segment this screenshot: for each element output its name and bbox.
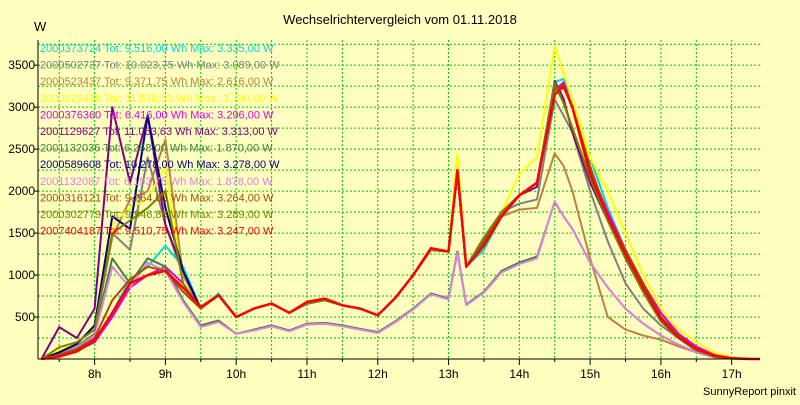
x-tick-label: 14h bbox=[509, 367, 529, 381]
series-line-2001132087 bbox=[41, 200, 760, 360]
series-line-2007404187 bbox=[41, 85, 760, 361]
y-tick-label: 3000 bbox=[8, 100, 35, 114]
legend-entry-2000302779: 2000302779 Tot: 9.946,88 Wh Max: 3.289,0… bbox=[40, 209, 274, 221]
y-tick-label: 2500 bbox=[8, 142, 35, 156]
y-tick-label: 1000 bbox=[8, 268, 35, 282]
legend-entry-2001132036: 2001132036 Tot: 6.258,00 Wh Max: 1.870,0… bbox=[40, 143, 273, 155]
legend-entry-2000373724: 2000373724 Tot: 9.516,00 Wh Max: 3.335,0… bbox=[40, 43, 274, 55]
legend-entry-2000523437: 2000523437 Tot: 9.371,75 Wh Max: 2.616,0… bbox=[40, 76, 274, 88]
y-tick-label: 3500 bbox=[8, 58, 35, 72]
series-lines bbox=[40, 44, 760, 361]
x-tick-label: 13h bbox=[439, 367, 459, 381]
y-tick-label: 500 bbox=[15, 310, 35, 324]
legend-entry-2001132087: 2001132087 Tot: 6.193,75 Wh Max: 1.878,0… bbox=[40, 176, 273, 188]
x-tick-label: 16h bbox=[651, 367, 671, 381]
y-tick-label: 2000 bbox=[8, 184, 35, 198]
legend-entry-2000589608: 2000589608 Tot: 10.278,00 Wh Max: 3.278,… bbox=[40, 159, 280, 171]
legend-entry-2007404187: 2007404187 Tot: 9.510,75 Wh Max: 3.247,0… bbox=[40, 226, 274, 238]
y-axis-label: W bbox=[34, 19, 47, 34]
x-tick-label: 15h bbox=[580, 367, 600, 381]
x-tick-label: 8h bbox=[88, 367, 101, 381]
axes: 500 1000 1500 2000 2500 3000 3500 8h 9h 10h 11h 12h… bbox=[8, 40, 760, 381]
legend-entry-2000629438: 2000629438 Tot: 11.578,50 Wh Max: 3.730,… bbox=[40, 93, 279, 105]
legend-entry-2001129627: 2001129627 Tot: 11.063,63 Wh Max: 3.313,… bbox=[40, 126, 279, 138]
x-tick-label: 10h bbox=[226, 367, 246, 381]
y-tick-label: 1500 bbox=[8, 226, 35, 240]
legend-entry-2000502737: 2000502737 Tot: 10.023,75 Wh Max: 3.089,… bbox=[40, 60, 280, 72]
x-tick-label: 17h bbox=[722, 367, 742, 381]
footer-text: SunnyReport pinxit bbox=[703, 386, 796, 398]
x-tick-label: 9h bbox=[159, 367, 172, 381]
legend-entry-2000376360: 2000376360 Tot: 6.416,00 Wh Max: 3.296,0… bbox=[40, 109, 274, 121]
chart-title: Wechselrichtervergleich vom 01.11.2018 bbox=[283, 12, 517, 27]
x-tick-label: 11h bbox=[297, 367, 316, 381]
legend: 2000373724 Tot: 9.516,00 Wh Max: 3.335,0… bbox=[40, 43, 280, 238]
x-tick-label: 12h bbox=[368, 367, 388, 381]
legend-entry-2000316121: 2000316121 Tot: 9.264,00 Wh Max: 3.264,0… bbox=[40, 192, 274, 204]
